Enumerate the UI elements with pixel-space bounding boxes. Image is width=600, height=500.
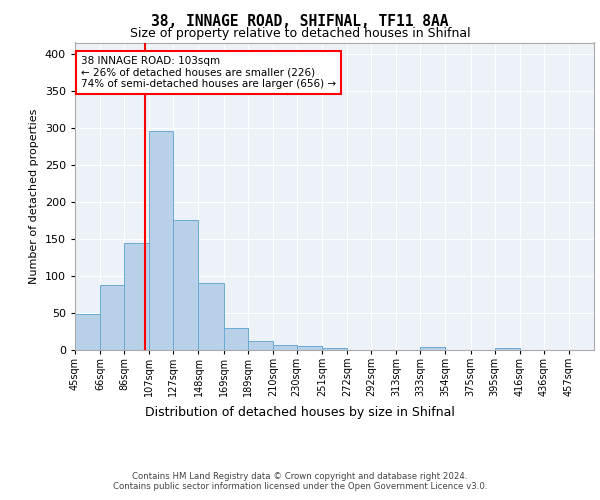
Bar	[273, 345, 297, 350]
Bar	[124, 242, 149, 350]
Bar	[224, 328, 248, 350]
Bar	[297, 346, 322, 350]
Bar	[494, 348, 520, 350]
Bar	[100, 285, 124, 350]
Bar	[420, 347, 445, 350]
Bar	[173, 220, 199, 350]
Text: Size of property relative to detached houses in Shifnal: Size of property relative to detached ho…	[130, 28, 470, 40]
Y-axis label: Number of detached properties: Number of detached properties	[29, 108, 39, 284]
Bar	[322, 348, 347, 350]
Bar	[199, 282, 224, 350]
Bar	[75, 314, 100, 350]
Bar	[248, 341, 273, 350]
Text: Distribution of detached houses by size in Shifnal: Distribution of detached houses by size …	[145, 406, 455, 419]
Bar	[149, 132, 173, 350]
Text: Contains HM Land Registry data © Crown copyright and database right 2024.: Contains HM Land Registry data © Crown c…	[132, 472, 468, 481]
Text: Contains public sector information licensed under the Open Government Licence v3: Contains public sector information licen…	[113, 482, 487, 491]
Text: 38, INNAGE ROAD, SHIFNAL, TF11 8AA: 38, INNAGE ROAD, SHIFNAL, TF11 8AA	[151, 14, 449, 29]
Text: 38 INNAGE ROAD: 103sqm
← 26% of detached houses are smaller (226)
74% of semi-de: 38 INNAGE ROAD: 103sqm ← 26% of detached…	[81, 56, 336, 89]
